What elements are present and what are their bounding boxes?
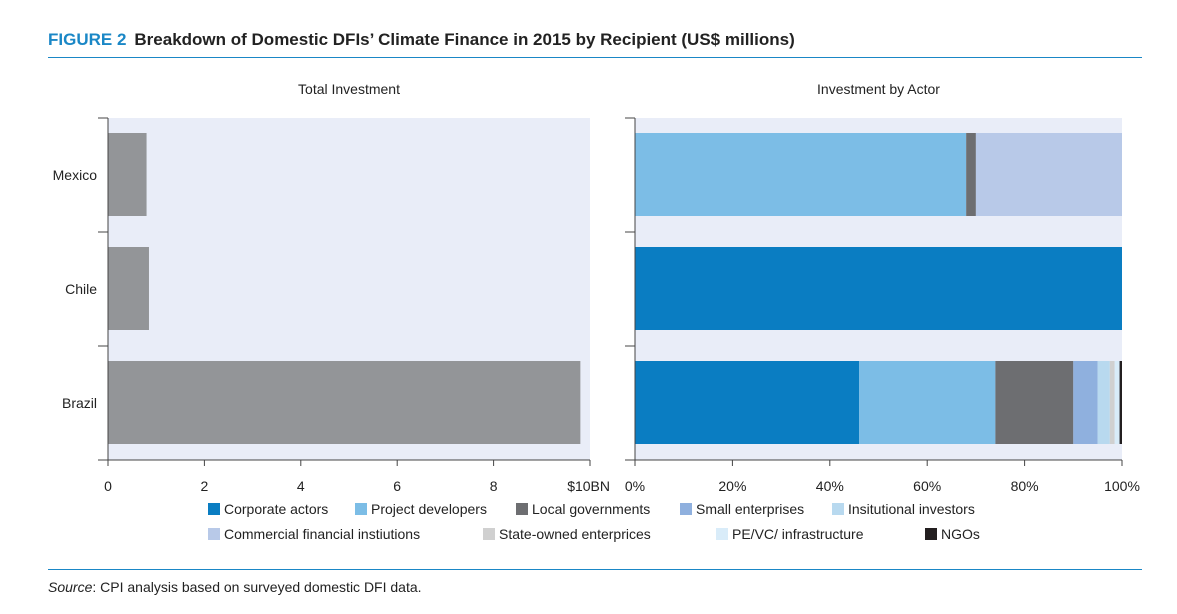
legend-item-corporate-actors: Corporate actors <box>208 501 328 517</box>
legend-label: State-owned enterprices <box>499 526 651 542</box>
panel-title: Total Investment <box>298 81 400 97</box>
bar-segment-brazil-ngos <box>1119 361 1122 444</box>
legend-label: Project developers <box>371 501 487 517</box>
source-note: Source: CPI analysis based on surveyed d… <box>48 579 422 595</box>
investment-by-actor-chart: Investment by Actor 0% 20% 40% 60% 80% 100% <box>625 81 1140 494</box>
bar-segment-brazil-pe-vc-infrastructure <box>1114 361 1120 444</box>
bar-brazil <box>108 361 581 444</box>
category-label-chile: Chile <box>65 281 97 297</box>
legend-item-ngos: NGOs <box>925 526 980 542</box>
bar-segment-brazil-corporate-actors <box>635 361 860 444</box>
bar-segment-mexico-project-developers <box>635 133 967 216</box>
legend-swatch <box>208 528 220 540</box>
legend-swatch <box>208 503 220 515</box>
x-tick-label: 6 <box>393 478 401 494</box>
bar-segment-brazil-insitutional-investors <box>1097 361 1110 444</box>
legend-label: Insitutional investors <box>848 501 975 517</box>
legend-swatch <box>483 528 495 540</box>
legend-label: Corporate actors <box>224 501 328 517</box>
legend-swatch <box>516 503 528 515</box>
legend-label: PE/VC/ infrastructure <box>732 526 864 542</box>
category-label-brazil: Brazil <box>62 395 97 411</box>
legend-swatch <box>716 528 728 540</box>
legend-swatch <box>680 503 692 515</box>
x-tick-label: 0 <box>104 478 112 494</box>
bar-segment-brazil-local-governments <box>995 361 1074 444</box>
legend-label: Small enterprises <box>696 501 804 517</box>
legend-label: NGOs <box>941 526 980 542</box>
legend: Corporate actors Project developers Local … <box>208 501 980 542</box>
x-tick-label: $10BN <box>567 478 610 494</box>
bar-segment-chile-corporate-actors <box>635 247 1122 330</box>
x-tick-label: 80% <box>1011 478 1039 494</box>
figure-title: FIGURE 2 Breakdown of Domestic DFIs’ Clim… <box>48 30 795 50</box>
legend-item-commercial-financial-instiutions: Commercial financial instiutions <box>208 526 420 542</box>
category-label-mexico: Mexico <box>53 167 98 183</box>
legend-item-state-owned-enterprices: State-owned enterprices <box>483 526 651 542</box>
panel-title: Investment by Actor <box>817 81 940 97</box>
top-rule <box>48 57 1142 58</box>
legend-item-local-governments: Local governments <box>516 501 650 517</box>
x-tick-label: 100% <box>1104 478 1140 494</box>
figure-label: FIGURE 2 <box>48 30 127 49</box>
legend-item-project-developers: Project developers <box>355 501 487 517</box>
bar-chile <box>108 247 149 330</box>
source-prefix: Source <box>48 579 93 595</box>
bar-segment-mexico-commercial-financial-instiutions <box>975 133 1122 216</box>
bar-segment-brazil-small-enterprises <box>1073 361 1098 444</box>
legend-swatch <box>355 503 367 515</box>
x-tick-label: 4 <box>297 478 305 494</box>
x-tick-label: 40% <box>816 478 844 494</box>
figure-charts: Total Investment Mexico Chile Brazil 0 2 4 6 8 $1… <box>53 81 1140 542</box>
source-text: : CPI analysis based on surveyed domesti… <box>92 579 422 595</box>
legend-item-pe-vc-infrastructure: PE/VC/ infrastructure <box>716 526 864 542</box>
legend-label: Commercial financial instiutions <box>224 526 420 542</box>
bar-segment-mexico-local-governments <box>966 133 976 216</box>
x-tick-label: 0% <box>625 478 645 494</box>
total-investment-chart: Total Investment Mexico Chile Brazil 0 2 4 6 8 $1… <box>53 81 610 494</box>
legend-label: Local governments <box>532 501 650 517</box>
legend-item-small-enterprises: Small enterprises <box>680 501 804 517</box>
legend-swatch <box>925 528 937 540</box>
bar-segment-brazil-project-developers <box>859 361 996 444</box>
legend-swatch <box>832 503 844 515</box>
x-tick-label: 60% <box>913 478 941 494</box>
x-tick-label: 8 <box>490 478 498 494</box>
bar-segment-brazil-state-owned-enterprices <box>1109 361 1115 444</box>
figure-title-text: Breakdown of Domestic DFIs’ Climate Fina… <box>134 30 795 49</box>
legend-item-insitutional-investors: Insitutional investors <box>832 501 975 517</box>
bottom-rule <box>48 569 1142 570</box>
bar-mexico <box>108 133 147 216</box>
x-tick-label: 2 <box>201 478 209 494</box>
x-tick-label: 20% <box>718 478 746 494</box>
